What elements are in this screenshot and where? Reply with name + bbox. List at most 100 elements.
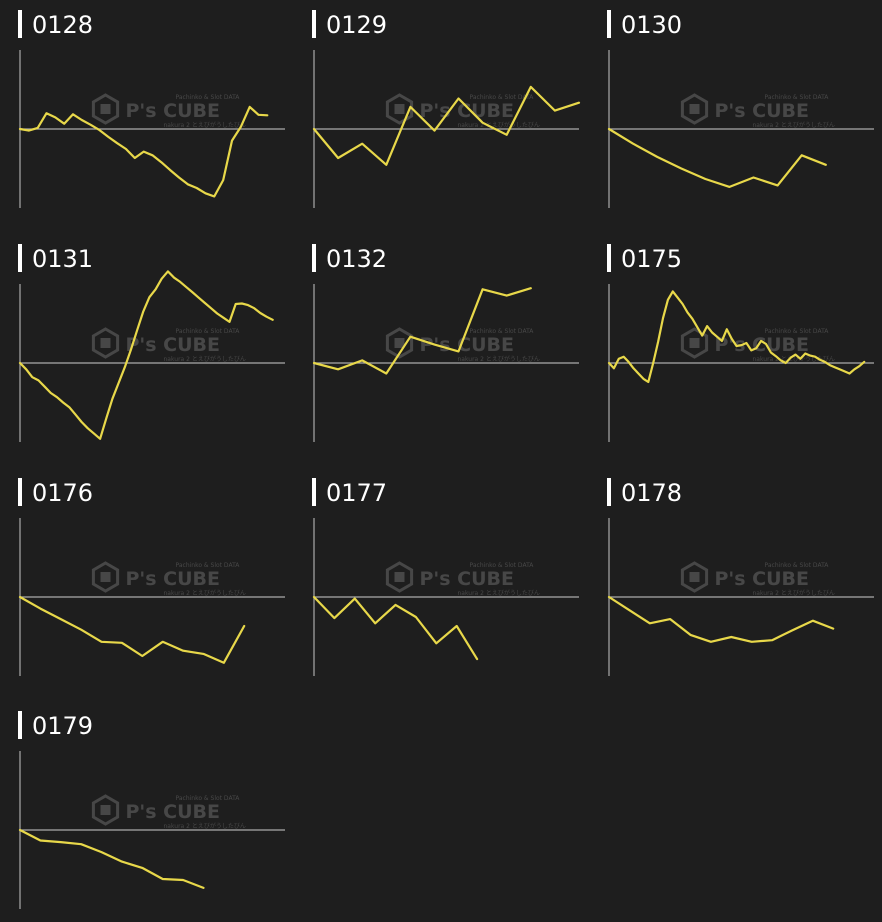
chart-title: 0176 xyxy=(32,479,94,507)
watermark-bottom-text: nakura 2 とえびがうしたびん xyxy=(458,121,540,129)
watermark-brand: P's CUBE xyxy=(420,100,515,122)
title-accent-bar xyxy=(607,244,611,272)
chart-title: 0179 xyxy=(32,712,94,740)
watermark-bottom-text: nakura 2 とえびがうしたびん xyxy=(753,355,835,363)
series-line xyxy=(312,287,532,375)
hexagon-cube-logo-icon xyxy=(91,327,120,359)
chart-panel: 0177 P's CUBE Pachinko & Slot DATA nakura 2… xyxy=(312,478,579,678)
watermark-bottom-text: nakura 2 とえびがうしたびん xyxy=(753,589,835,597)
watermark-brand: P's CUBE xyxy=(126,801,221,823)
hexagon-cube-logo-icon xyxy=(680,327,709,359)
hexagon-cube-logo-icon xyxy=(91,794,120,826)
cube-icon xyxy=(100,572,111,582)
title-accent-bar xyxy=(18,244,22,272)
chart-title: 0128 xyxy=(32,11,94,39)
watermark-top-text: Pachinko & Slot DATA xyxy=(176,562,241,569)
chart-panel: 0131 P's CUBE Pachinko & Slot DATA nakura 2… xyxy=(18,244,285,444)
chart-panel: 0129 P's CUBE Pachinko & Slot DATA nakura 2… xyxy=(312,10,581,210)
watermark-top-text: Pachinko & Slot DATA xyxy=(470,562,535,569)
cube-icon xyxy=(394,338,405,348)
hexagon-cube-logo-icon xyxy=(385,93,414,125)
watermark-bottom-text: nakura 2 とえびがうしたびん xyxy=(164,355,246,363)
watermark-brand: P's CUBE xyxy=(126,100,221,122)
cube-icon xyxy=(394,104,405,114)
watermark-bottom-text: nakura 2 とえびがうしたびん xyxy=(753,121,835,129)
cube-icon xyxy=(100,805,111,815)
chart-panel: 0128 P's CUBE Pachinko & Slot DATA nakura 2… xyxy=(18,10,285,210)
watermark-top-text: Pachinko & Slot DATA xyxy=(176,795,241,802)
chart-panel: 0176 P's CUBE Pachinko & Slot DATA nakura 2… xyxy=(18,478,285,678)
title-accent-bar xyxy=(312,478,316,506)
watermark-bottom-text: nakura 2 とえびがうしたびん xyxy=(164,822,246,830)
chart-panel: 0175 P's CUBE Pachinko & Slot DATA nakura 2… xyxy=(607,244,874,444)
series-line xyxy=(607,290,866,384)
chart-title: 0129 xyxy=(326,11,388,39)
series-line xyxy=(18,270,274,440)
hexagon-cube-logo-icon xyxy=(680,561,709,593)
series-line xyxy=(607,127,827,188)
watermark-top-text: Pachinko & Slot DATA xyxy=(176,328,241,335)
chart-title: 0132 xyxy=(326,245,388,273)
title-accent-bar xyxy=(18,478,22,506)
watermark-bottom-text: nakura 2 とえびがうしたびん xyxy=(458,589,540,597)
watermark-bottom-text: nakura 2 とえびがうしたびん xyxy=(458,355,540,363)
chart-title: 0131 xyxy=(32,245,94,273)
watermark-top-text: Pachinko & Slot DATA xyxy=(765,328,830,335)
chart-panel: 0179 P's CUBE Pachinko & Slot DATA nakura 2… xyxy=(18,711,285,911)
chart-title: 0130 xyxy=(621,11,683,39)
title-accent-bar xyxy=(312,10,316,38)
series-line xyxy=(18,595,246,664)
watermark-top-text: Pachinko & Slot DATA xyxy=(176,94,241,101)
watermark-brand: P's CUBE xyxy=(715,100,810,122)
hexagon-cube-logo-icon xyxy=(385,561,414,593)
watermark-brand: P's CUBE xyxy=(126,334,221,356)
watermark-top-text: Pachinko & Slot DATA xyxy=(765,94,830,101)
watermark-brand: P's CUBE xyxy=(715,568,810,590)
chart-panel: 0178 P's CUBE Pachinko & Slot DATA nakura 2… xyxy=(607,478,874,678)
series-line xyxy=(312,595,479,661)
watermark-top-text: Pachinko & Slot DATA xyxy=(470,94,535,101)
watermark-brand: P's CUBE xyxy=(420,568,515,590)
watermark-brand: P's CUBE xyxy=(126,568,221,590)
series-line xyxy=(607,595,835,643)
cube-icon xyxy=(100,104,111,114)
chart-panel: 0130 P's CUBE Pachinko & Slot DATA nakura 2… xyxy=(607,10,874,210)
chart-title: 0175 xyxy=(621,245,683,273)
chart-title: 0177 xyxy=(326,479,388,507)
title-accent-bar xyxy=(607,478,611,506)
series-line xyxy=(312,85,581,166)
chart-panel: 0132 P's CUBE Pachinko & Slot DATA nakura 2… xyxy=(312,244,579,444)
hexagon-cube-logo-icon xyxy=(680,93,709,125)
title-accent-bar xyxy=(18,711,22,739)
watermark-brand: P's CUBE xyxy=(420,334,515,356)
watermark-top-text: Pachinko & Slot DATA xyxy=(765,562,830,569)
cube-icon xyxy=(394,572,405,582)
cube-icon xyxy=(100,338,111,348)
watermark-bottom-text: nakura 2 とえびがうしたびん xyxy=(164,589,246,597)
series-line xyxy=(18,105,269,198)
title-accent-bar xyxy=(607,10,611,38)
cube-icon xyxy=(689,338,700,348)
cube-icon xyxy=(689,104,700,114)
hexagon-cube-logo-icon xyxy=(91,561,120,593)
